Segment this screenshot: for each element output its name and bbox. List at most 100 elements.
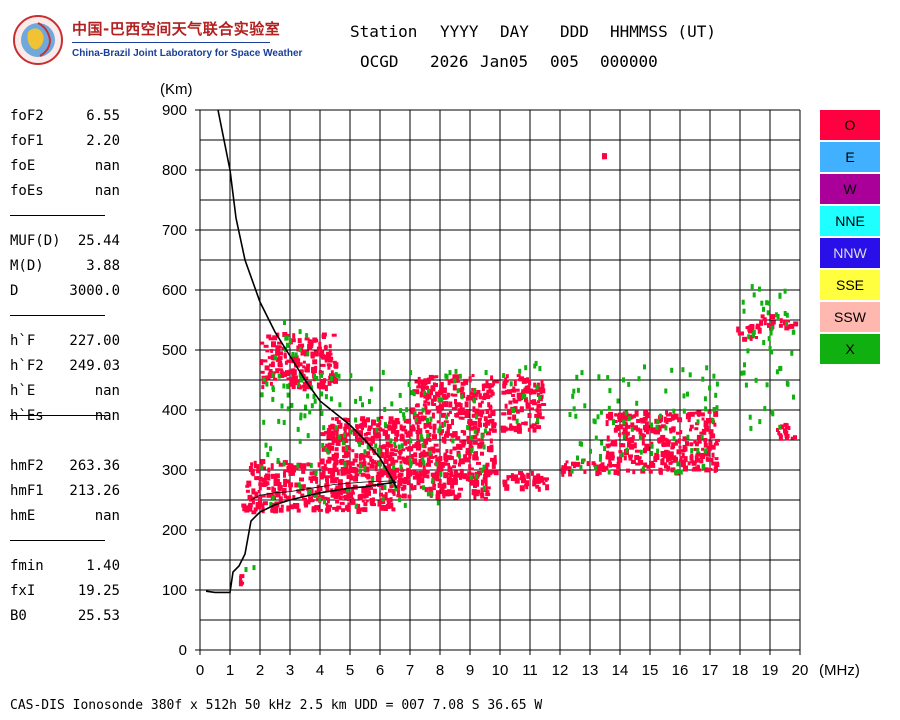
echo-point <box>618 424 623 430</box>
echo-point <box>623 455 627 461</box>
echo-point <box>346 475 351 479</box>
echo-point <box>506 476 510 481</box>
echo-point <box>446 412 450 417</box>
echo-point <box>597 374 601 380</box>
echo-point <box>377 447 381 453</box>
echo-point <box>306 351 310 357</box>
echo-point <box>418 459 422 465</box>
param-row: fxI 19.25 <box>10 583 120 603</box>
echo-point <box>365 499 369 503</box>
echo-point <box>333 480 338 483</box>
echo-point <box>289 338 292 344</box>
echo-point <box>472 398 476 404</box>
echo-point <box>260 459 266 464</box>
echo-point <box>791 329 795 335</box>
echo-point <box>320 391 324 397</box>
echo-point <box>571 462 576 466</box>
echo-point <box>622 377 625 383</box>
echo-point <box>394 486 398 492</box>
echo-point <box>266 481 270 486</box>
echo-point <box>514 474 518 481</box>
echo-point <box>492 380 496 386</box>
echo-point <box>708 429 714 435</box>
echo-point <box>299 415 303 421</box>
echo-point <box>241 503 247 508</box>
echo-point <box>253 460 257 465</box>
echo-point <box>480 411 484 418</box>
echo-point <box>747 326 751 332</box>
echo-point <box>432 395 437 402</box>
echo-point <box>675 431 681 435</box>
echo-point <box>687 419 691 423</box>
echo-point <box>294 352 298 358</box>
echo-point <box>482 464 486 470</box>
echo-point <box>372 488 377 494</box>
echo-point <box>333 462 336 467</box>
echo-point <box>536 412 542 419</box>
echo-point <box>343 432 346 438</box>
echo-point <box>627 439 633 444</box>
x-tick-label: 6 <box>376 662 384 679</box>
echo-point <box>367 437 373 442</box>
echo-point <box>420 379 425 384</box>
echo-point <box>316 484 320 491</box>
echo-point <box>387 421 392 425</box>
echo-point <box>345 460 349 466</box>
echo-point <box>346 487 349 493</box>
echo-point <box>330 375 334 381</box>
echo-point <box>301 349 307 355</box>
echo-point <box>369 463 375 469</box>
echo-point <box>297 482 301 488</box>
param-label: fmin <box>10 558 44 574</box>
echo-point <box>401 495 407 499</box>
echo-point <box>326 353 332 357</box>
echo-point <box>376 423 381 428</box>
echo-point <box>265 349 270 353</box>
echo-point <box>426 417 429 423</box>
echo-point <box>768 346 772 352</box>
echo-point <box>506 475 512 479</box>
echo-point <box>294 482 300 488</box>
echo-point <box>336 505 342 510</box>
echo-point <box>505 389 508 394</box>
echo-point <box>358 454 362 461</box>
echo-point <box>261 385 265 390</box>
echo-point <box>399 408 403 414</box>
echo-point <box>664 388 668 394</box>
echo-point <box>690 453 694 457</box>
echo-point <box>448 370 452 376</box>
echo-point <box>394 467 400 473</box>
echo-point <box>401 428 406 432</box>
echo-point <box>424 487 429 493</box>
echo-point <box>388 416 394 423</box>
echo-point <box>281 491 286 496</box>
echo-point <box>670 367 674 373</box>
echo-point <box>502 383 507 389</box>
echo-point <box>457 408 462 415</box>
echo-point <box>531 401 537 405</box>
param-row: h`F 227.00 <box>10 333 120 353</box>
echo-point <box>266 452 270 457</box>
echo-point <box>468 454 472 459</box>
echo-point <box>568 470 573 477</box>
echo-point <box>334 364 339 369</box>
echo-point <box>246 480 252 487</box>
echo-point <box>576 387 580 393</box>
echo-point <box>711 461 715 466</box>
echo-point <box>704 425 710 432</box>
echo-point <box>650 462 656 468</box>
echo-point <box>320 472 326 479</box>
echo-point <box>442 482 447 489</box>
echo-point <box>414 389 420 395</box>
echo-point <box>354 453 359 459</box>
echo-point <box>426 433 430 439</box>
echo-point <box>273 355 277 361</box>
echo-point <box>486 431 491 436</box>
echo-point <box>606 435 610 442</box>
echo-point <box>470 447 474 453</box>
echo-point <box>540 479 545 483</box>
echo-point <box>511 388 517 393</box>
echo-point <box>477 413 481 417</box>
echo-point <box>606 450 610 456</box>
x-tick-label: 11 <box>522 662 538 679</box>
